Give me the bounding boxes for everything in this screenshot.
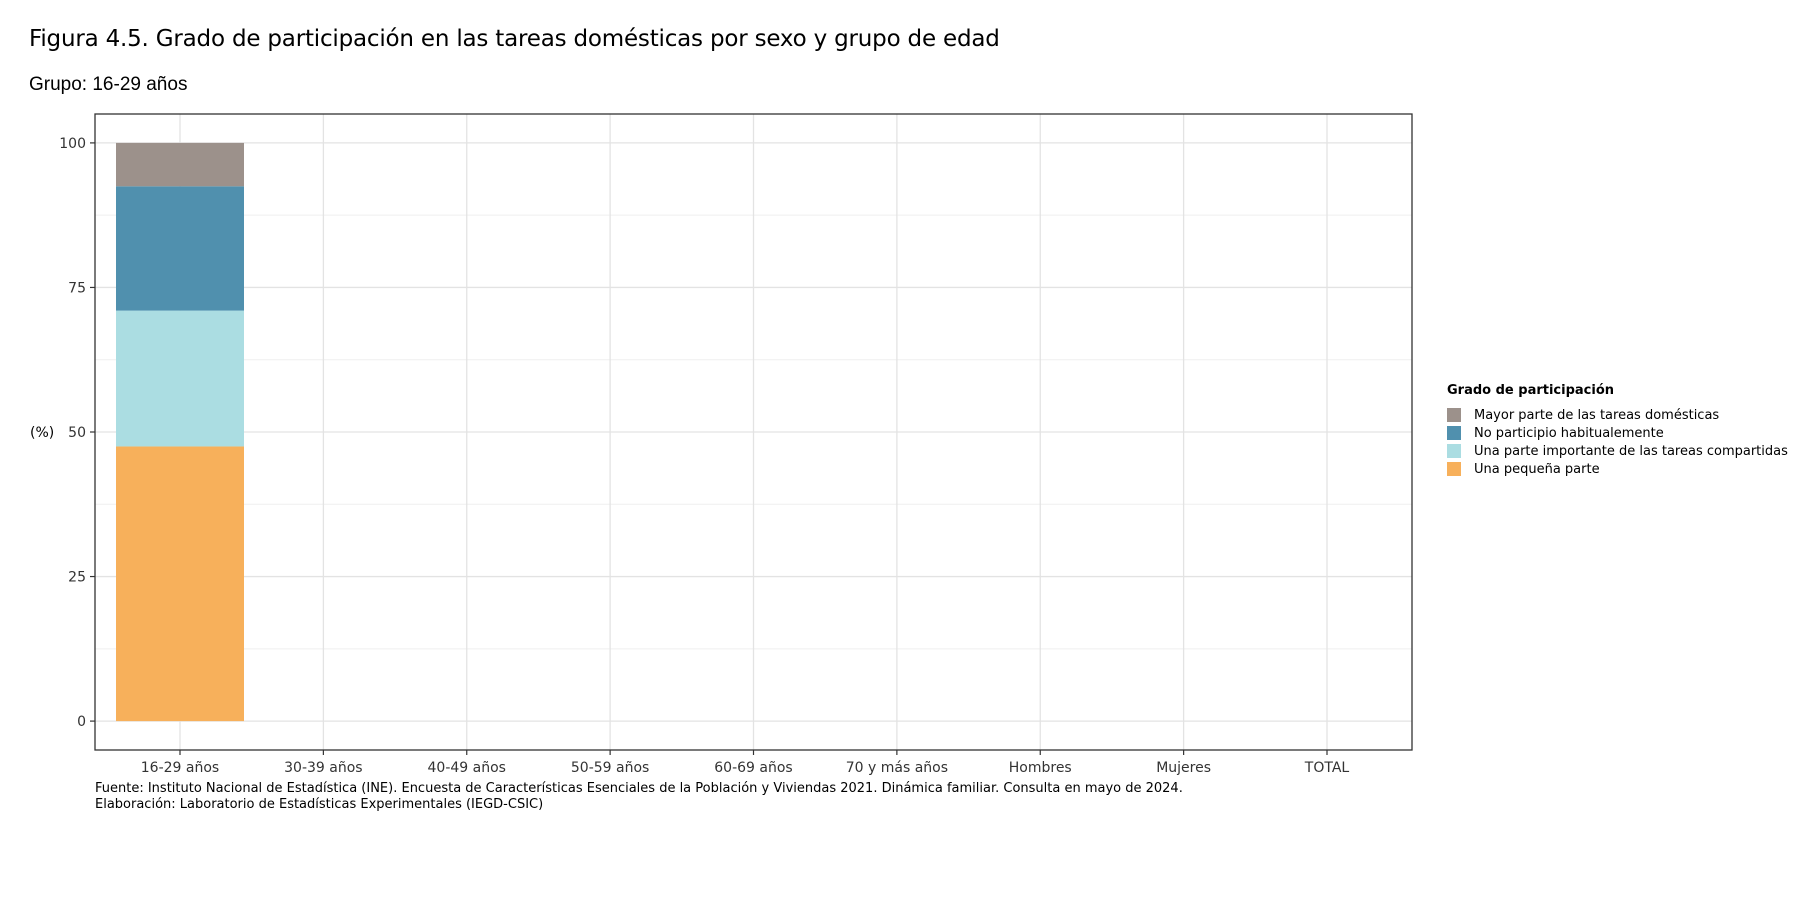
- y-tick-label: 25: [68, 570, 86, 586]
- x-tick-label: TOTAL: [1304, 760, 1350, 776]
- y-axis-label: (%): [30, 425, 54, 441]
- x-tick-label: 30-39 años: [284, 760, 362, 776]
- x-tick-label: Hombres: [1009, 760, 1072, 776]
- x-tick-label: Mujeres: [1156, 760, 1211, 776]
- chart-subtitle: Grupo: 16-29 años: [29, 74, 188, 95]
- credit-note: Elaboración: Laboratorio de Estadísticas…: [95, 797, 544, 812]
- x-tick-label: 40-49 años: [428, 760, 506, 776]
- legend-swatch: [1447, 462, 1461, 476]
- legend-label: No participio habitualemente: [1474, 425, 1664, 441]
- y-tick-label: 0: [77, 714, 86, 730]
- source-note: Fuente: Instituto Nacional de Estadístic…: [95, 781, 1183, 796]
- legend-item: Una parte importante de las tareas compa…: [1447, 442, 1788, 460]
- bar-segment: [116, 446, 244, 722]
- y-tick-label: 50: [68, 425, 86, 441]
- legend-label: Una pequeña parte: [1474, 461, 1600, 477]
- legend-swatch: [1447, 408, 1461, 422]
- bar-segment: [116, 310, 244, 447]
- legend-swatch: [1447, 426, 1461, 440]
- legend: Grado de participación Mayor parte de la…: [1447, 383, 1788, 478]
- bar-segment: [116, 186, 244, 311]
- legend-item: Mayor parte de las tareas domésticas: [1447, 406, 1788, 424]
- legend-label: Una parte importante de las tareas compa…: [1474, 443, 1788, 459]
- caption: Fuente: Instituto Nacional de Estadístic…: [95, 781, 1183, 813]
- legend-item: No participio habitualemente: [1447, 424, 1788, 442]
- bar-segment: [116, 142, 244, 187]
- legend-label: Mayor parte de las tareas domésticas: [1474, 407, 1720, 423]
- x-tick-label: 70 y más años: [846, 760, 948, 776]
- x-tick-label: 16-29 años: [141, 760, 219, 776]
- y-tick-label: 75: [68, 280, 86, 296]
- legend-item: Una pequeña parte: [1447, 460, 1788, 478]
- y-tick-label: 100: [59, 136, 86, 152]
- x-tick-label: 60-69 años: [714, 760, 792, 776]
- x-tick-label: 50-59 años: [571, 760, 649, 776]
- legend-title: Grado de participación: [1447, 383, 1615, 398]
- legend-swatch: [1447, 444, 1461, 458]
- chart-title: Figura 4.5. Grado de participación en la…: [29, 26, 1000, 52]
